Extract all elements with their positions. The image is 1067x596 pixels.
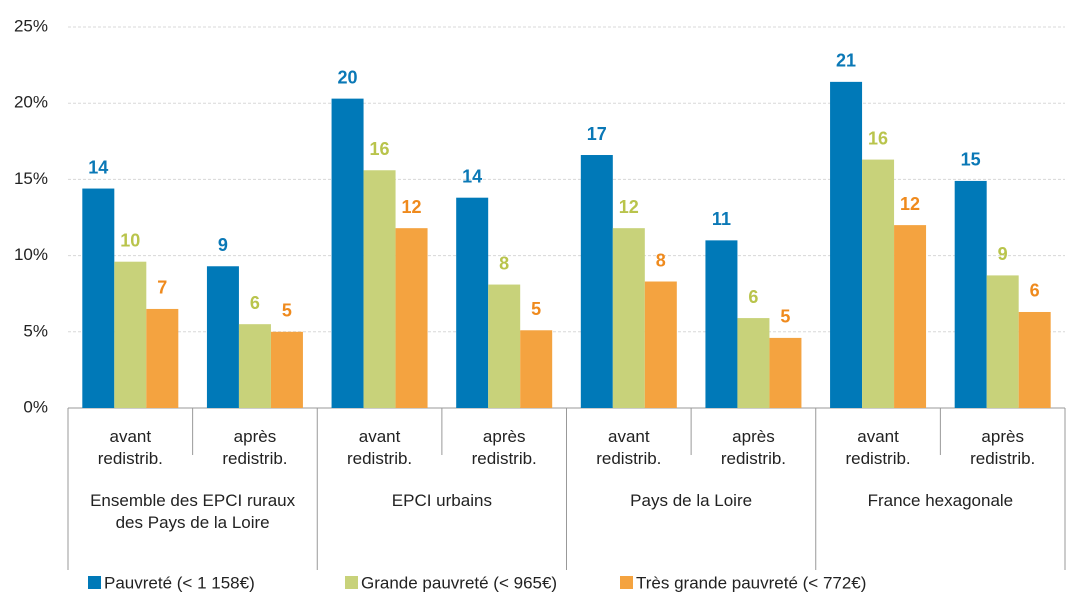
bar — [520, 330, 553, 408]
bar — [862, 159, 895, 408]
bar — [363, 170, 396, 408]
bar — [644, 281, 677, 408]
value-label: 8 — [656, 250, 666, 270]
x-tick-label: après redistrib. — [970, 427, 1036, 468]
bar — [82, 188, 115, 408]
value-label: 6 — [748, 287, 758, 307]
x-tick-label: avant redistrib. — [596, 427, 662, 468]
bar — [331, 98, 364, 409]
bar — [270, 331, 303, 408]
value-label: 14 — [462, 166, 482, 186]
x-tick-label: après redistrib. — [720, 427, 787, 468]
group-label: EPCI urbains — [391, 491, 492, 510]
bar — [894, 225, 927, 408]
bar — [954, 180, 987, 408]
group-label: Pays de la Loire — [630, 491, 753, 510]
bar — [1018, 311, 1051, 408]
value-label: 5 — [780, 307, 790, 327]
bar — [114, 261, 147, 408]
bar — [206, 266, 239, 408]
y-tick-label: 10% — [14, 245, 48, 264]
legend-label: Pauvreté (< 1 158€) — [104, 573, 255, 592]
value-label: 16 — [370, 139, 390, 159]
value-label: 16 — [868, 128, 888, 148]
bar — [488, 284, 521, 408]
value-label: 15 — [961, 150, 981, 170]
y-tick-label: 0% — [23, 397, 48, 416]
legend-swatch — [345, 576, 358, 589]
bar — [830, 81, 863, 408]
value-label: 6 — [250, 293, 260, 313]
value-label: 12 — [619, 197, 639, 217]
value-label: 6 — [1030, 281, 1040, 301]
legend-swatch — [620, 576, 633, 589]
bar — [612, 228, 645, 408]
y-tick-label: 20% — [14, 93, 48, 112]
legend-swatch — [88, 576, 101, 589]
value-label: 12 — [900, 194, 920, 214]
y-tick-label: 5% — [23, 321, 48, 340]
x-tick-label: avant redistrib. — [845, 427, 911, 468]
value-label: 8 — [499, 253, 509, 273]
value-label: 5 — [531, 299, 541, 319]
x-tick-label: avant redistrib. — [346, 427, 413, 468]
group-label: France hexagonale — [867, 491, 1014, 510]
bar — [986, 275, 1019, 408]
bar — [456, 197, 489, 408]
value-label: 10 — [120, 230, 140, 250]
value-label: 11 — [712, 209, 731, 229]
y-tick-label: 25% — [14, 16, 48, 35]
value-label: 17 — [587, 124, 607, 144]
value-label: 7 — [157, 278, 167, 298]
value-label: 12 — [402, 197, 422, 217]
bar — [737, 318, 770, 408]
bar — [238, 324, 271, 408]
legend-label: Très grande pauvreté (< 772€) — [636, 573, 866, 592]
value-label: 9 — [218, 235, 228, 255]
x-tick-label: après redistrib. — [471, 427, 537, 468]
bar — [705, 240, 738, 408]
value-label: 5 — [282, 301, 292, 321]
group-label: Ensemble des EPCI ruraux des Pays de la … — [90, 491, 296, 532]
x-tick-label: après redistrib. — [222, 427, 288, 468]
bar — [395, 228, 428, 408]
bar — [769, 337, 802, 408]
bar — [146, 308, 179, 408]
value-label: 21 — [836, 51, 856, 71]
bar — [580, 155, 613, 408]
x-tick-label: avant redistrib. — [97, 427, 163, 468]
legend-label: Grande pauvreté (< 965€) — [361, 573, 557, 592]
y-tick-label: 15% — [14, 169, 48, 188]
value-label: 20 — [338, 67, 358, 87]
value-label: 9 — [998, 244, 1008, 264]
value-label: 14 — [88, 157, 108, 177]
